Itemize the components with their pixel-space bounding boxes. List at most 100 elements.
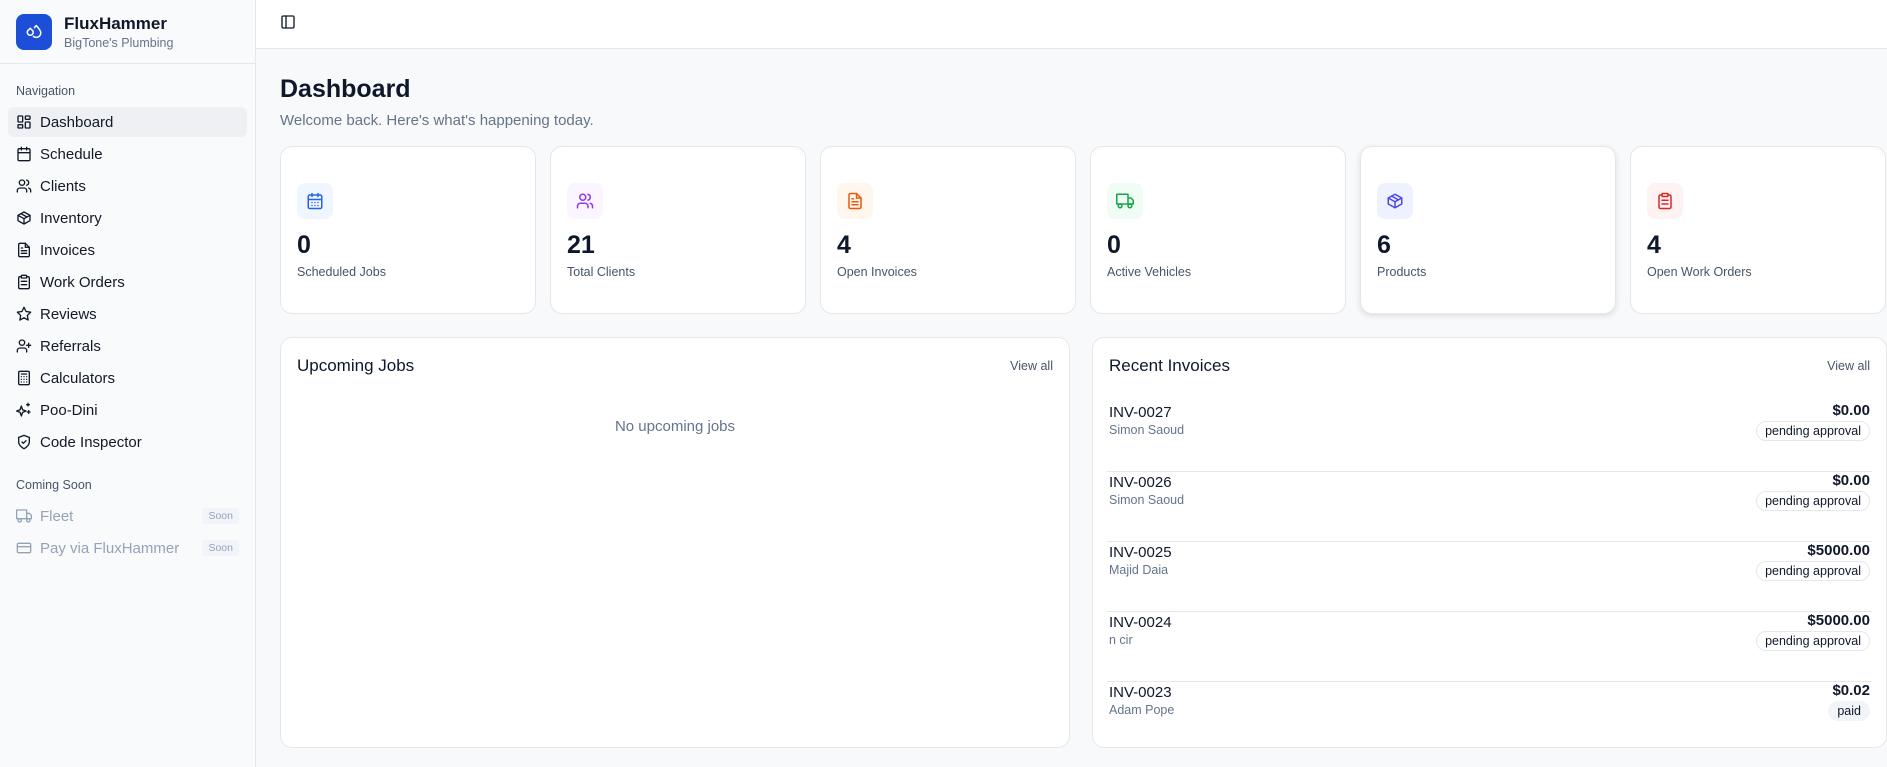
- sidebar-item-work-orders[interactable]: Work Orders: [8, 267, 247, 297]
- sidebar-item-calculators[interactable]: Calculators: [8, 363, 247, 393]
- sidebar-toggle-button[interactable]: [276, 12, 300, 36]
- invoice-number: INV-0026: [1109, 474, 1172, 491]
- coming-soon-heading: Coming Soon: [16, 478, 92, 492]
- view-all-invoices-link[interactable]: View all: [1827, 359, 1870, 373]
- invoice-client: Majid Daia: [1109, 563, 1169, 577]
- upcoming-jobs-panel: Upcoming Jobs View all No upcoming jobs: [280, 337, 1070, 748]
- stat-value: 4: [837, 231, 851, 259]
- stat-label: Open Work Orders: [1647, 265, 1752, 279]
- sidebar-item-label: Clients: [40, 177, 86, 195]
- sidebar-item-label: Calculators: [40, 369, 116, 387]
- main-content: Dashboard Welcome back. Here's what's ha…: [280, 49, 1887, 748]
- invoice-row[interactable]: INV-0025 Majid Daia $5000.00 pending app…: [1107, 542, 1872, 612]
- sidebar-item-invoices[interactable]: Invoices: [8, 235, 247, 265]
- sidebar-item-label: Inventory: [40, 209, 102, 227]
- panel-title: Recent Invoices: [1109, 356, 1230, 375]
- invoice-number: INV-0025: [1109, 544, 1172, 561]
- package-icon: [16, 210, 32, 226]
- calculator-icon: [16, 370, 32, 386]
- soon-badge: Soon: [202, 540, 239, 556]
- stats-row: 0 Scheduled Jobs 21 Total Clients 4 Open…: [280, 146, 1887, 314]
- sidebar: FluxHammer BigTone's Plumbing Navigation…: [0, 0, 256, 767]
- stat-label: Products: [1377, 265, 1427, 279]
- panels-row: Upcoming Jobs View all No upcoming jobs …: [280, 337, 1887, 748]
- calendar-icon: [297, 183, 333, 219]
- stat-card-active-vehicles[interactable]: 0 Active Vehicles: [1090, 146, 1346, 314]
- stat-card-products[interactable]: 6 Products: [1360, 146, 1616, 314]
- clipboard-icon: [16, 274, 32, 290]
- invoice-amount: $0.00: [1832, 402, 1870, 419]
- sidebar-item-dashboard[interactable]: Dashboard: [8, 107, 247, 137]
- sidebar-item-referrals[interactable]: Referrals: [8, 331, 247, 361]
- droplet-icon: [16, 13, 52, 50]
- invoice-amount: $0.00: [1832, 472, 1870, 489]
- panel-left-icon: [280, 14, 296, 35]
- invoice-client: Simon Saoud: [1109, 423, 1185, 437]
- stat-card-open-work-orders[interactable]: 4 Open Work Orders: [1630, 146, 1886, 314]
- invoice-row[interactable]: INV-0024 n cir $5000.00 pending approval: [1107, 612, 1872, 682]
- sidebar-item-fleet: Fleet Soon: [8, 501, 247, 531]
- invoice-number: INV-0024: [1109, 614, 1172, 631]
- sidebar-item-code-inspector[interactable]: Code Inspector: [8, 427, 247, 457]
- invoice-number: INV-0023: [1109, 684, 1172, 701]
- invoice-number: INV-0027: [1109, 404, 1172, 421]
- invoice-row[interactable]: INV-0023 Adam Pope $0.02 paid: [1107, 682, 1872, 752]
- sidebar-item-label: Schedule: [40, 145, 103, 163]
- empty-state: No upcoming jobs: [614, 418, 736, 435]
- invoice-row[interactable]: INV-0027 Simon Saoud $0.00 pending appro…: [1107, 402, 1872, 472]
- view-all-jobs-link[interactable]: View all: [1010, 359, 1053, 373]
- sidebar-item-schedule[interactable]: Schedule: [8, 139, 247, 169]
- file-text-icon: [837, 183, 873, 219]
- soon-badge: Soon: [202, 508, 239, 524]
- status-badge: paid: [1828, 701, 1870, 721]
- invoice-amount: $5000.00: [1807, 612, 1870, 629]
- sidebar-item-label: Fleet: [40, 507, 74, 525]
- package-icon: [1377, 183, 1413, 219]
- sidebar-item-label: Referrals: [40, 337, 101, 355]
- users-icon: [567, 183, 603, 219]
- invoice-row[interactable]: INV-0026 Simon Saoud $0.00 pending appro…: [1107, 472, 1872, 542]
- invoice-client: Simon Saoud: [1109, 493, 1185, 507]
- star-icon: [16, 306, 32, 322]
- panel-title: Upcoming Jobs: [297, 356, 415, 375]
- stat-value: 6: [1377, 231, 1391, 259]
- sidebar-item-label: Dashboard: [40, 113, 114, 131]
- coming-soon-list: Fleet Soon Pay via FluxHammer Soon: [0, 501, 255, 563]
- truck-icon: [1107, 183, 1143, 219]
- credit-card-icon: [16, 540, 32, 556]
- nav-heading: Navigation: [16, 84, 76, 98]
- stat-card-scheduled-jobs[interactable]: 0 Scheduled Jobs: [280, 146, 536, 314]
- stat-label: Total Clients: [567, 265, 636, 279]
- stat-value: 0: [297, 231, 311, 259]
- sidebar-item-label: Reviews: [40, 305, 97, 323]
- brand-name: FluxHammer: [64, 13, 167, 33]
- sidebar-item-pay-via-fluxhammer: Pay via FluxHammer Soon: [8, 533, 247, 563]
- sidebar-item-label: Pay via FluxHammer: [40, 539, 180, 557]
- users-icon: [16, 178, 32, 194]
- invoice-client: Adam Pope: [1109, 703, 1175, 717]
- sidebar-item-label: Poo-Dini: [40, 401, 98, 419]
- recent-invoices-panel: Recent Invoices View all INV-0027 Simon …: [1092, 337, 1887, 748]
- truck-icon: [16, 508, 32, 524]
- sidebar-item-label: Code Inspector: [40, 433, 142, 451]
- topbar: [256, 0, 1887, 49]
- file-text-icon: [16, 242, 32, 258]
- stat-value: 4: [1647, 231, 1661, 259]
- status-badge: pending approval: [1756, 421, 1870, 441]
- sidebar-item-inventory[interactable]: Inventory: [8, 203, 247, 233]
- grid-icon: [16, 114, 32, 130]
- status-badge: pending approval: [1756, 561, 1870, 581]
- sparkles-icon: [16, 402, 32, 418]
- sidebar-item-poo-dini[interactable]: Poo-Dini: [8, 395, 247, 425]
- stat-label: Open Invoices: [837, 265, 917, 279]
- invoice-client: n cir: [1109, 633, 1133, 647]
- stat-value: 0: [1107, 231, 1121, 259]
- sidebar-item-clients[interactable]: Clients: [8, 171, 247, 201]
- stat-card-open-invoices[interactable]: 4 Open Invoices: [820, 146, 1076, 314]
- shield-check-icon: [16, 434, 32, 450]
- status-badge: pending approval: [1756, 491, 1870, 511]
- sidebar-item-reviews[interactable]: Reviews: [8, 299, 247, 329]
- sidebar-item-label: Invoices: [40, 241, 96, 259]
- stat-card-total-clients[interactable]: 21 Total Clients: [550, 146, 806, 314]
- brand-header[interactable]: FluxHammer BigTone's Plumbing: [0, 0, 255, 64]
